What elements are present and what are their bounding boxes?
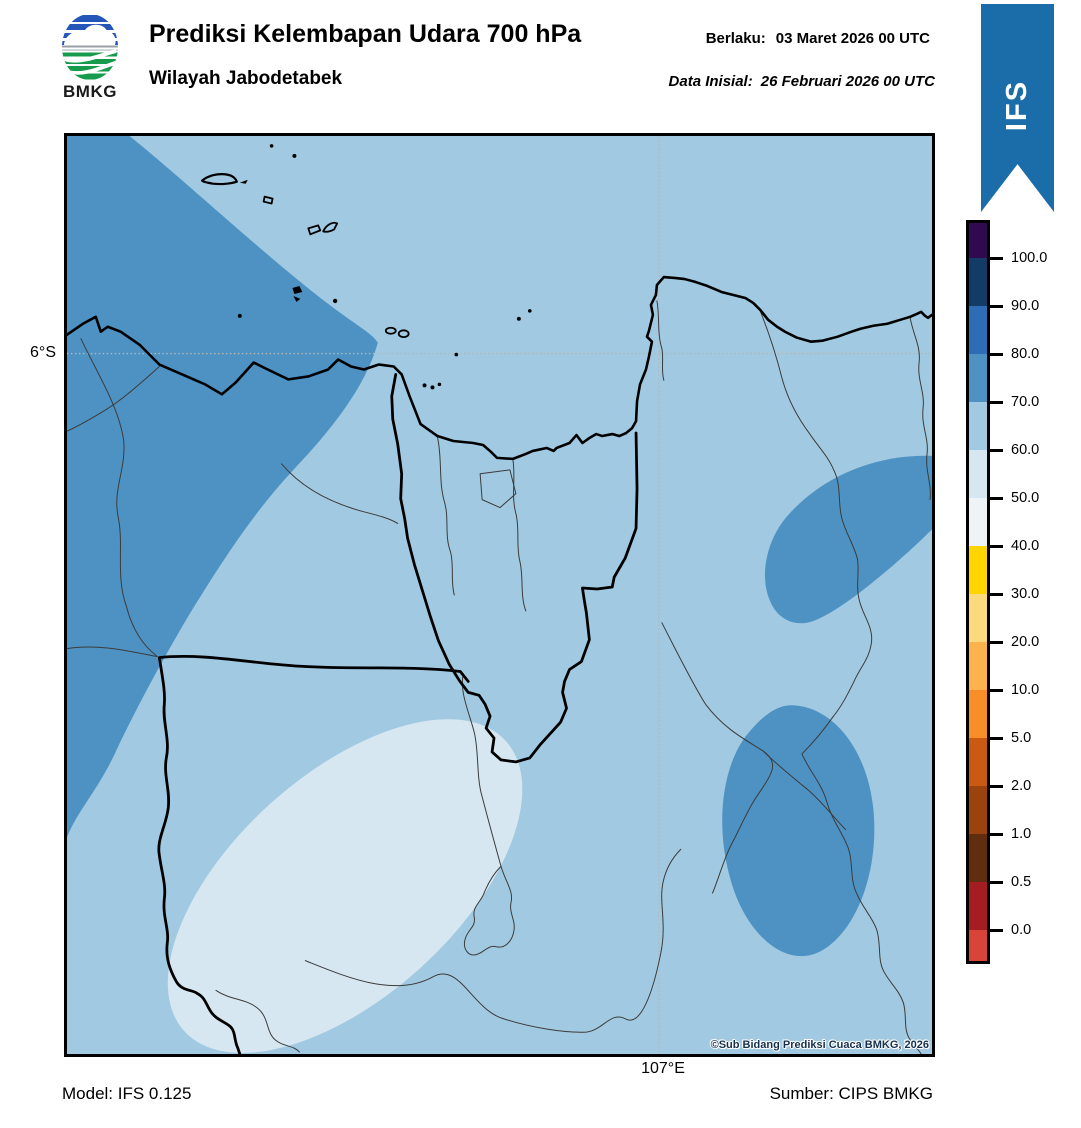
- colorbar-segments: [966, 220, 990, 964]
- humidity-region-70-80-southeast: [722, 705, 875, 957]
- coastline-java: [67, 275, 932, 461]
- logo-green-stripe: [62, 66, 118, 72]
- logo-gray-band: [62, 49, 118, 51]
- colorbar-segment-12: [969, 786, 987, 834]
- logo-blue-stripe: [62, 15, 118, 22]
- humidity-colorbar: 100.0 90.0 80.0 70.0 60.0 50.0 40.0 30.0 20.0 10.…: [966, 220, 1081, 964]
- colorbar-tick: [990, 880, 1003, 884]
- colorbar-segment-0: [969, 223, 987, 258]
- colorbar-tick-label: 30.0: [1011, 586, 1040, 602]
- colorbar-segment-14: [969, 882, 987, 930]
- islands-kepulauan-seribu: [200, 144, 532, 390]
- colorbar-tick-label: 80.0: [1011, 346, 1040, 362]
- colorbar-segment-1: [969, 258, 987, 306]
- bmkg-logo-text: BMKG: [63, 82, 117, 101]
- colorbar-tick: [990, 352, 1003, 356]
- model-ribbon-label: IFS: [1001, 79, 1033, 132]
- colorbar-tick: [990, 304, 1003, 308]
- colorbar-tick-label: 5.0: [1011, 730, 1032, 746]
- bmkg-logo-image: [62, 14, 118, 80]
- colorbar-tick: [990, 544, 1003, 548]
- admin-boundaries-thin: [67, 300, 931, 1054]
- colorbar-tick: [990, 784, 1003, 788]
- colorbar-tick-label: 40.0: [1011, 538, 1040, 554]
- colorbar-tick: [990, 496, 1003, 500]
- map-canvas: [67, 136, 932, 1054]
- bmkg-logo: BMKG: [52, 14, 128, 112]
- colorbar-segment-4: [969, 402, 987, 450]
- colorbar-segment-8: [969, 594, 987, 642]
- colorbar-segment-15: [969, 930, 987, 961]
- valid-time-label: Berlaku:: [705, 30, 766, 47]
- initial-time-label: Data Inisial:: [668, 73, 753, 90]
- humidity-region-70-80-northwest: [67, 136, 378, 838]
- page-subtitle: Wilayah Jabodetabek: [149, 68, 343, 89]
- colorbar-tick: [990, 928, 1003, 932]
- colorbar-segment-11: [969, 738, 987, 786]
- admin-boundaries-thick: [157, 373, 639, 1054]
- colorbar-tick: [990, 448, 1003, 452]
- logo-green-stripe: [62, 52, 118, 57]
- logo-wave: [68, 61, 115, 75]
- logo-cloud: [64, 24, 116, 45]
- colorbar-segment-9: [969, 642, 987, 690]
- colorbar-tick: [990, 640, 1003, 644]
- colorbar-segment-10: [969, 690, 987, 738]
- valid-time-value: 03 Maret 2026 00 UTC: [775, 30, 930, 47]
- page-title: Prediksi Kelembapan Udara 700 hPa: [149, 20, 582, 48]
- humidity-region-70-80-east: [764, 455, 932, 624]
- colorbar-segment-6: [969, 498, 987, 546]
- logo-gray-band: [62, 45, 118, 48]
- colorbar-segment-5: [969, 450, 987, 498]
- colorbar-tick-label: 0.0: [1011, 922, 1032, 938]
- colorbar-tick-label: 20.0: [1011, 634, 1040, 650]
- humidity-region-50-60-southwest: [167, 719, 523, 1053]
- source-label: Sumber: CIPS BMKG: [769, 1084, 933, 1103]
- colorbar-tick-label: 100.0: [1011, 250, 1048, 266]
- colorbar-tick-label: 90.0: [1011, 298, 1040, 314]
- latitude-label: 6°S: [30, 344, 56, 361]
- initial-time-value: 26 Februari 2026 00 UTC: [760, 73, 935, 90]
- colorbar-tick: [990, 400, 1003, 404]
- colorbar-tick: [990, 832, 1003, 836]
- colorbar-tick-label: 60.0: [1011, 442, 1040, 458]
- initial-time-line: Data Inisial: 26 Februari 2026 00 UTC: [669, 73, 935, 90]
- model-label: Model: IFS 0.125: [62, 1084, 192, 1103]
- colorbar-tick: [990, 736, 1003, 740]
- colorbar-tick: [990, 256, 1003, 260]
- colorbar-tick: [990, 688, 1003, 692]
- model-ribbon: IFS: [981, 4, 1054, 212]
- logo-green-stripe: [62, 73, 118, 80]
- colorbar-tick-label: 2.0: [1011, 778, 1032, 794]
- valid-time-line: Berlaku: 03 Maret 2026 00 UTC: [706, 30, 930, 47]
- map-copyright: ©Sub Bidang Prediksi Cuaca BMKG, 2026: [710, 1039, 929, 1051]
- longitude-label: 107°E: [641, 1060, 685, 1077]
- colorbar-tick-label: 10.0: [1011, 682, 1040, 698]
- logo-wave: [64, 49, 116, 63]
- colorbar-tick-label: 50.0: [1011, 490, 1040, 506]
- colorbar-tick-label: 1.0: [1011, 826, 1032, 842]
- forecast-map: ©Sub Bidang Prediksi Cuaca BMKG, 2026: [64, 133, 935, 1057]
- colorbar-tick-label: 70.0: [1011, 394, 1040, 410]
- colorbar-segment-3: [969, 354, 987, 402]
- colorbar-tick: [990, 592, 1003, 596]
- colorbar-tick-label: 0.5: [1011, 874, 1032, 890]
- colorbar-segment-2: [969, 306, 987, 354]
- colorbar-segment-7: [969, 546, 987, 594]
- colorbar-segment-13: [969, 834, 987, 882]
- logo-green-stripe: [62, 59, 118, 64]
